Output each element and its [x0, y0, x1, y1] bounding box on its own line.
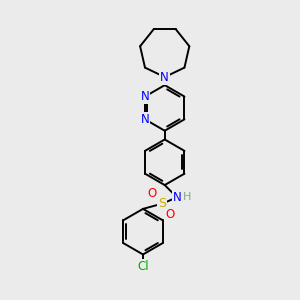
- Text: N: N: [172, 191, 182, 204]
- Text: S: S: [158, 197, 166, 210]
- Text: N: N: [160, 70, 169, 84]
- Text: O: O: [147, 187, 156, 200]
- Text: Cl: Cl: [137, 260, 149, 273]
- Text: N: N: [141, 90, 149, 103]
- Text: O: O: [165, 208, 175, 221]
- Text: H: H: [183, 192, 191, 202]
- Text: N: N: [141, 113, 149, 126]
